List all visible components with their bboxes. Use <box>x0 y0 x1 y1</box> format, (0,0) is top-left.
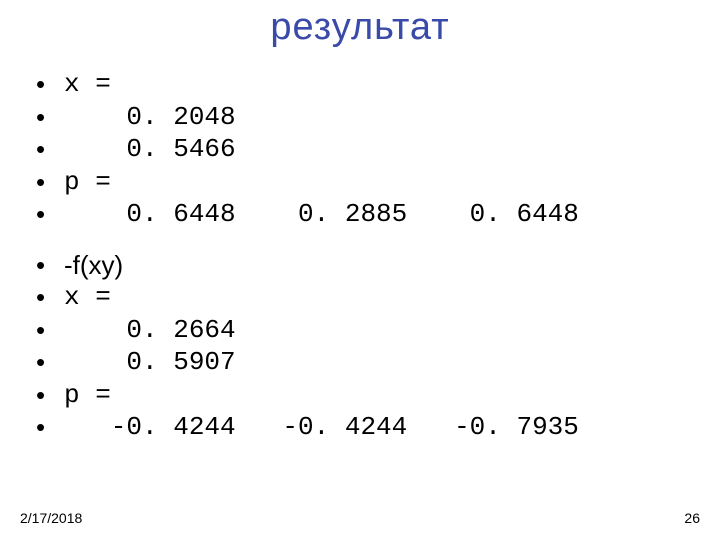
line: 0. 6448 0. 2885 0. 6448 <box>36 198 684 231</box>
footer-page-number: 26 <box>684 510 700 526</box>
fxy-label: -f(xy) <box>36 249 684 282</box>
line: 0. 2664 <box>36 314 684 347</box>
line: 0. 5907 <box>36 346 684 379</box>
result-block-1: x = 0. 2048 0. 5466 p = 0. 6448 0. 2885 … <box>36 68 684 231</box>
result-block-2: -f(xy) x = 0. 2664 0. 5907 p = -0. 4244 … <box>36 249 684 444</box>
footer-date: 2/17/2018 <box>20 510 82 526</box>
slide-content: x = 0. 2048 0. 5466 p = 0. 6448 0. 2885 … <box>36 68 684 462</box>
line: x = <box>36 68 684 101</box>
line: 0. 5466 <box>36 133 684 166</box>
line: p = <box>36 166 684 199</box>
line: 0. 2048 <box>36 101 684 134</box>
line: x = <box>36 281 684 314</box>
slide-title: результат <box>0 6 720 49</box>
slide: результат x = 0. 2048 0. 5466 p = 0. 644… <box>0 0 720 540</box>
line: p = <box>36 379 684 412</box>
line: -0. 4244 -0. 4244 -0. 7935 <box>36 411 684 444</box>
